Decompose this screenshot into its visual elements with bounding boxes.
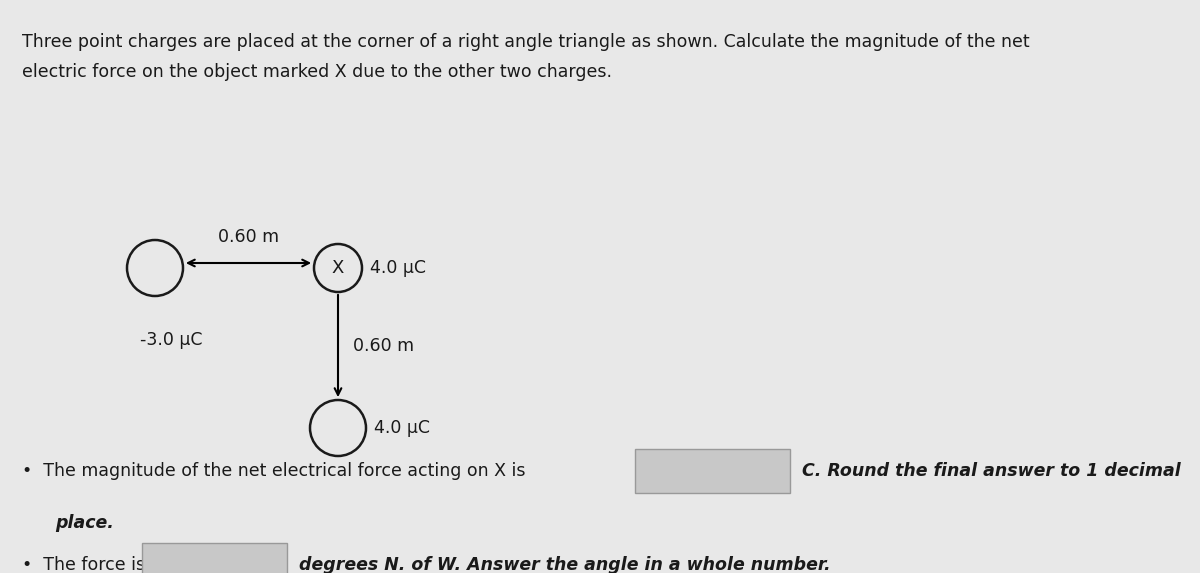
Text: X: X xyxy=(332,259,344,277)
Text: degrees N. of W. Answer the angle in a whole number.: degrees N. of W. Answer the angle in a w… xyxy=(299,556,830,573)
Text: 4.0 μC: 4.0 μC xyxy=(370,259,426,277)
Text: C. Round the final answer to 1 decimal: C. Round the final answer to 1 decimal xyxy=(802,462,1181,480)
Text: •  The magnitude of the net electrical force acting on X is: • The magnitude of the net electrical fo… xyxy=(22,462,526,480)
Text: •  The force is: • The force is xyxy=(22,556,145,573)
FancyBboxPatch shape xyxy=(635,449,790,493)
Text: 0.60 m: 0.60 m xyxy=(353,337,414,355)
Text: Three point charges are placed at the corner of a right angle triangle as shown.: Three point charges are placed at the co… xyxy=(22,33,1030,51)
FancyBboxPatch shape xyxy=(142,543,287,573)
Text: 4.0 μC: 4.0 μC xyxy=(374,419,430,437)
Text: place.: place. xyxy=(55,514,114,532)
Text: -3.0 μC: -3.0 μC xyxy=(140,331,203,349)
Text: electric force on the object marked X due to the other two charges.: electric force on the object marked X du… xyxy=(22,63,612,81)
Text: 0.60 m: 0.60 m xyxy=(218,228,280,246)
